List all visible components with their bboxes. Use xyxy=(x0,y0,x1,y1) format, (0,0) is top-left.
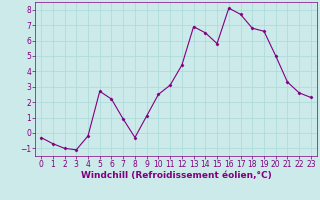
X-axis label: Windchill (Refroidissement éolien,°C): Windchill (Refroidissement éolien,°C) xyxy=(81,171,271,180)
